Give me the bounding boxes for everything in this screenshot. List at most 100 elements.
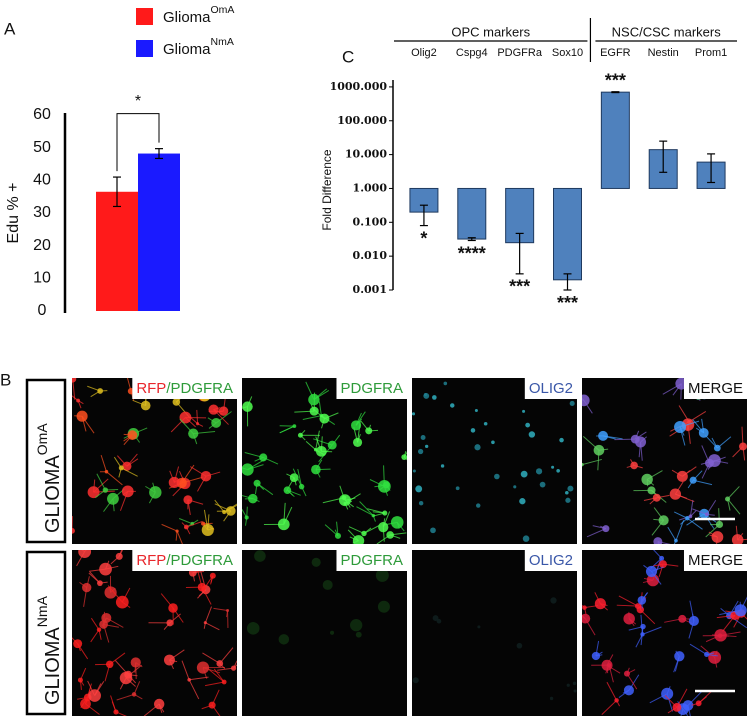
channel-label: MERGE: [688, 552, 743, 569]
panel-label: C: [342, 47, 354, 66]
cell-process: [245, 517, 248, 526]
cell-process: [118, 550, 124, 557]
cell-process: [687, 424, 691, 444]
cell-process: [242, 406, 248, 409]
cell-process: [122, 490, 129, 496]
cell-process: [117, 455, 128, 467]
micrograph: [242, 550, 407, 716]
cell-process: [213, 607, 228, 611]
cell-process: [190, 466, 207, 477]
cell-process: [686, 424, 689, 432]
cell: [278, 634, 290, 645]
cell-process: [104, 664, 111, 682]
cell-process: [701, 418, 705, 433]
error-bar: [515, 232, 524, 275]
cell-process: [205, 622, 220, 631]
channel-label-bg: [336, 550, 407, 571]
cell-process: [300, 434, 306, 441]
cell-process: [143, 703, 160, 716]
cell-process: [606, 654, 614, 666]
channel-label-part: /PDGFRA: [166, 380, 233, 397]
cell: [432, 395, 437, 400]
cell-process: [318, 401, 322, 416]
cell-process: [110, 555, 120, 565]
cell-process: [739, 601, 742, 611]
cell-process: [207, 514, 210, 531]
cell-process: [716, 536, 718, 544]
cell-process: [331, 434, 341, 446]
y-tick-label: 1000.000: [330, 80, 388, 93]
cell-process: [716, 614, 736, 619]
cell-process: [125, 664, 142, 679]
cell-process: [642, 626, 662, 635]
cell-process: [689, 499, 694, 517]
cell-process: [664, 695, 678, 708]
cell-process: [614, 438, 636, 441]
cell-process: [675, 520, 685, 541]
cell: [520, 470, 528, 478]
cell-process: [110, 695, 117, 713]
row-label: GLIOMANmA: [34, 595, 65, 705]
cell-process: [160, 593, 174, 609]
cell-process: [169, 659, 174, 670]
cell-process: [728, 614, 736, 620]
cell-process: [87, 680, 96, 696]
cell-process: [618, 689, 630, 698]
cell: [582, 613, 591, 624]
cell-process: [334, 529, 339, 537]
cell: [623, 685, 634, 696]
cell-process: [163, 622, 171, 630]
cell-process: [106, 471, 123, 486]
cell-process: [72, 395, 79, 401]
cell-process: [242, 509, 248, 518]
cell-process: [344, 493, 361, 504]
legend-label-main: Glioma: [163, 41, 211, 58]
y-tick-label: 30: [33, 204, 51, 221]
channel-label-part: RFP: [136, 380, 166, 397]
cell-process: [197, 423, 204, 427]
cell-process: [297, 468, 303, 487]
cell: [254, 550, 266, 562]
cell-process: [300, 429, 306, 436]
cell-process: [252, 498, 260, 503]
cell-process: [707, 460, 715, 470]
cell-process: [126, 458, 139, 467]
cell-process: [215, 411, 232, 424]
cell-process: [740, 596, 747, 611]
channel-label: OLIG2: [529, 552, 573, 569]
bar: [457, 187, 487, 240]
cell-process: [145, 485, 156, 493]
cell: [330, 630, 335, 635]
cell-process: [189, 676, 209, 681]
cell-process: [169, 659, 178, 663]
cell-process: [643, 497, 657, 501]
cell: [350, 619, 363, 632]
channel-label-bg: [683, 378, 747, 399]
panel-label: B: [0, 370, 11, 389]
cell-process: [646, 470, 663, 480]
cell-process: [403, 451, 407, 458]
cell: [417, 448, 424, 455]
cell-process: [105, 560, 110, 570]
channel-label: PDGFRA: [340, 552, 403, 569]
channel-label: RFP/PDGFRA: [136, 552, 233, 569]
cell-process: [626, 673, 638, 690]
cell-process: [72, 378, 74, 380]
cell-process: [616, 700, 621, 707]
cell-process: [651, 566, 664, 572]
cell-process: [706, 652, 714, 655]
y-tick-label: 1.000: [353, 181, 388, 194]
cell-process: [642, 579, 654, 584]
cell-process: [112, 498, 115, 512]
cell-process: [692, 470, 703, 481]
cell-process: [109, 652, 126, 665]
cell-process: [115, 711, 127, 716]
cell-process: [606, 664, 621, 674]
legend-label-sup: NmA: [211, 36, 234, 48]
cell-process: [674, 481, 684, 495]
cell-process: [737, 538, 747, 541]
cell-process: [320, 436, 323, 452]
channel-label-part: OLIG2: [529, 552, 573, 569]
cell: [516, 642, 523, 649]
x-tick-label: EGFR: [600, 47, 631, 59]
